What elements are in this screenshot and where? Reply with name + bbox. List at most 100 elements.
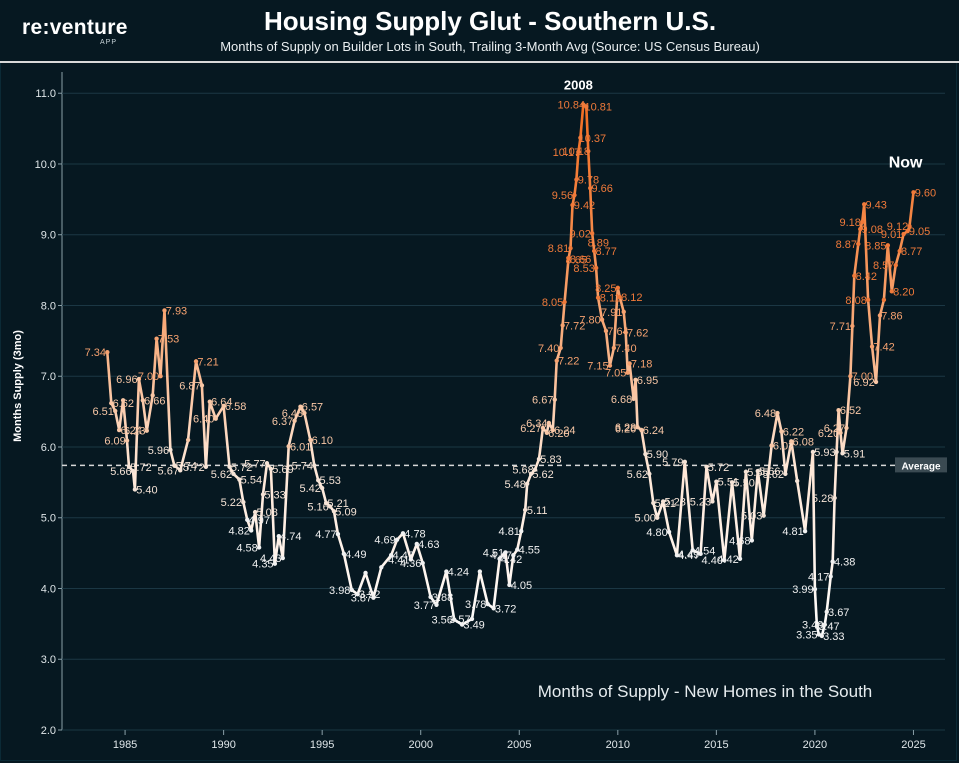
data-point xyxy=(420,560,425,566)
data-point xyxy=(207,399,213,404)
data-label: 10.17 xyxy=(553,147,581,159)
brand-logo: re:venture xyxy=(22,16,128,39)
data-label: 5.90 xyxy=(647,449,668,461)
data-point xyxy=(578,135,583,140)
data-label: 8.42 xyxy=(856,271,877,283)
header: re:venture APP Housing Supply Glut - Sou… xyxy=(0,0,959,63)
data-label: 6.20 xyxy=(548,428,569,440)
data-label: 5.23 xyxy=(690,496,711,508)
data-label: 5.69 xyxy=(272,464,293,476)
data-point xyxy=(400,531,406,536)
data-label: 8.20 xyxy=(893,286,914,298)
data-point xyxy=(643,451,648,457)
data-point xyxy=(507,582,512,588)
data-label: 8.77 xyxy=(595,246,616,258)
data-label: 4.78 xyxy=(404,528,425,540)
data-point xyxy=(591,248,597,254)
data-point xyxy=(599,317,605,322)
data-label: 7.91 xyxy=(601,307,622,319)
data-label: 4.41 xyxy=(388,554,409,566)
data-label: 6.23 xyxy=(124,426,145,438)
data-point xyxy=(363,570,368,576)
data-label: 7.42 xyxy=(873,342,894,354)
data-label: 4.24 xyxy=(448,567,469,579)
data-point xyxy=(532,467,538,472)
data-label: 3.49 xyxy=(463,620,484,632)
data-label: 7.18 xyxy=(631,359,652,371)
data-label: 4.54 xyxy=(694,545,715,557)
average-label: Average xyxy=(901,461,941,472)
data-label: 10.18 xyxy=(562,146,590,158)
data-point xyxy=(856,241,861,247)
data-point xyxy=(544,430,550,436)
data-point xyxy=(331,509,337,514)
data-label: 8.87 xyxy=(836,239,857,251)
data-point xyxy=(611,345,617,351)
y-tick-label: 11.0 xyxy=(35,88,56,100)
data-point xyxy=(308,437,313,443)
data-point xyxy=(203,464,209,469)
data-label: 4.68 xyxy=(729,535,750,547)
data-point xyxy=(861,202,867,207)
x-tick-label: 1990 xyxy=(211,739,235,751)
data-point xyxy=(572,192,577,198)
data-point xyxy=(256,545,262,550)
data-label: 7.93 xyxy=(166,305,187,317)
data-point xyxy=(627,361,632,366)
data-label: 6.58 xyxy=(225,401,246,413)
data-point xyxy=(335,531,341,537)
data-label: 6.01 xyxy=(290,441,311,453)
data-point xyxy=(660,499,666,504)
data-point xyxy=(540,425,546,431)
data-label: 5.23 xyxy=(664,496,685,508)
data-point xyxy=(276,533,282,539)
data-point xyxy=(812,587,818,592)
data-point xyxy=(647,471,652,477)
data-point xyxy=(231,471,236,477)
data-point xyxy=(714,479,719,484)
data-point xyxy=(576,149,581,155)
data-point xyxy=(814,623,820,629)
data-label: 6.62 xyxy=(113,398,134,410)
data-label: 6.96 xyxy=(116,374,137,386)
data-label: 4.82 xyxy=(229,525,250,537)
data-label: 4.36 xyxy=(400,558,421,570)
data-label: 5.16 xyxy=(307,501,328,513)
data-point xyxy=(625,370,630,375)
data-point xyxy=(838,430,843,436)
data-label: 6.67 xyxy=(532,395,553,407)
data-point xyxy=(193,359,199,364)
data-point xyxy=(848,374,853,379)
data-label: 6.24 xyxy=(643,425,664,437)
data-point xyxy=(761,513,766,518)
data-label: 8.85 xyxy=(865,240,886,252)
data-point xyxy=(552,397,557,402)
data-label: 4.81 xyxy=(782,526,803,538)
data-label: 6.34 xyxy=(526,418,547,430)
data-point xyxy=(570,202,575,208)
annotation: 2008 xyxy=(564,78,593,93)
data-point xyxy=(168,447,173,453)
data-label: 6.66 xyxy=(144,395,165,407)
y-axis-label: Months Supply (3mo) xyxy=(12,330,24,442)
data-point xyxy=(459,622,465,627)
data-point xyxy=(292,418,297,424)
data-label: 8.08 xyxy=(845,295,866,307)
data-point xyxy=(213,416,218,421)
data-point xyxy=(729,480,735,485)
data-label: 3.92 xyxy=(359,589,380,601)
x-tick-label: 2000 xyxy=(408,739,432,751)
data-label: 5.67 xyxy=(158,465,179,477)
data-point xyxy=(779,429,784,434)
data-point xyxy=(651,500,656,506)
data-label: 4.35 xyxy=(252,559,273,571)
data-point xyxy=(491,606,496,611)
data-point xyxy=(172,463,177,468)
data-point xyxy=(140,398,146,403)
data-point xyxy=(588,185,593,191)
data-point xyxy=(889,289,894,294)
data-label: 4.49 xyxy=(345,549,366,561)
data-label: 3.57 xyxy=(449,614,470,626)
data-label: 5.51 xyxy=(718,477,739,489)
data-label: 8.12 xyxy=(621,292,642,304)
